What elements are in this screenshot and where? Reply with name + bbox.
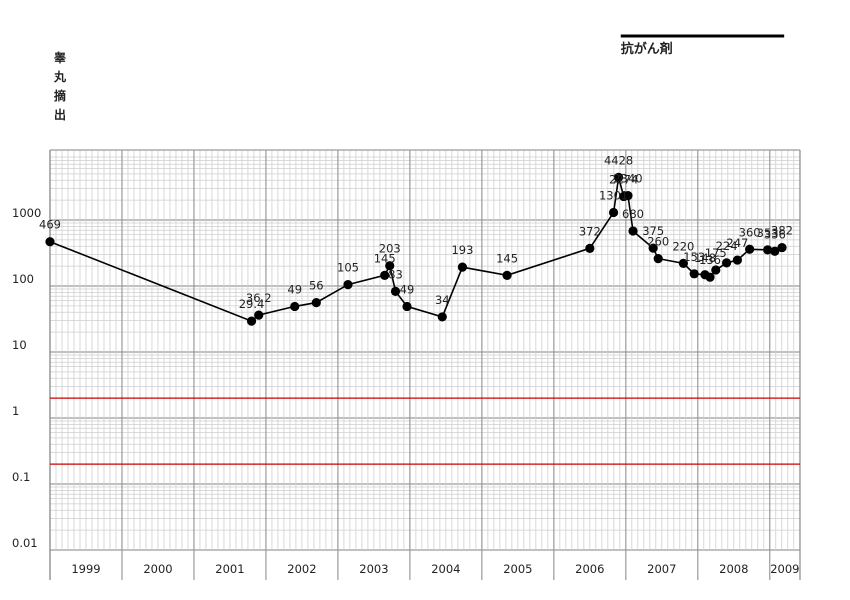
data-point	[678, 258, 688, 269]
data-label: 29.4	[239, 297, 265, 311]
data-point	[311, 298, 321, 308]
data-label: 260	[647, 235, 669, 249]
data-point	[777, 242, 787, 253]
data-label: 469	[39, 218, 61, 232]
data-label: 336	[764, 227, 786, 241]
data-point	[343, 280, 353, 290]
data-label: 2340	[613, 172, 642, 186]
x-year-label: 2000	[143, 562, 172, 576]
data-point	[380, 270, 390, 280]
data-point	[402, 301, 412, 312]
x-year-label: 2006	[575, 562, 604, 576]
y-tick-label: 10	[12, 338, 27, 352]
data-label: 203	[379, 242, 401, 256]
data-label: 4428	[604, 153, 633, 167]
y-tick-label: 1000	[12, 206, 41, 220]
data-point	[705, 272, 715, 282]
data-point	[745, 244, 755, 254]
data-label: 36.2	[246, 291, 272, 305]
data-point	[614, 172, 624, 182]
data-point	[502, 270, 512, 280]
data-label: 1301	[599, 188, 628, 202]
data-label: 136	[699, 253, 721, 267]
data-label: 105	[337, 261, 359, 275]
treatment-annotation: 抗がん剤	[620, 34, 785, 57]
x-year-label: 2005	[503, 562, 532, 576]
data-point	[623, 191, 633, 201]
y-axis-title-char: 出	[54, 107, 66, 122]
data-point	[763, 245, 773, 255]
data-points	[45, 172, 787, 326]
treatment-label: 抗がん剤	[621, 41, 673, 57]
x-year-label: 2001	[215, 562, 244, 576]
data-label: 175	[705, 246, 727, 260]
data-point	[457, 262, 468, 272]
x-year-label: 2007	[647, 562, 676, 576]
data-point	[290, 301, 300, 312]
x-year-label: 2003	[359, 562, 388, 576]
y-tick-label: 0.1	[12, 470, 30, 484]
data-point	[437, 312, 447, 322]
x-year-label: 2004	[431, 562, 460, 576]
data-point	[689, 269, 699, 279]
data-point	[711, 265, 721, 275]
y-axis-title-char: 睾	[54, 50, 66, 65]
x-year-label: 2002	[287, 562, 316, 576]
data-label: 224	[716, 239, 738, 253]
y-tick-label: 1	[12, 404, 19, 418]
reference-lines	[50, 397, 800, 465]
data-point	[732, 255, 742, 265]
y-axis-title-char: 丸	[53, 69, 67, 84]
data-label: 193	[451, 243, 473, 257]
data-point	[721, 258, 732, 268]
data-point	[648, 243, 658, 253]
y-tick-label: 0.01	[12, 536, 38, 550]
x-year-label: 2008	[719, 562, 748, 576]
data-point	[653, 254, 663, 264]
data-point	[390, 286, 401, 296]
data-label: 34	[435, 293, 450, 307]
data-point	[385, 261, 395, 271]
data-label: 49	[400, 282, 415, 296]
data-point	[628, 226, 638, 236]
data-label: 49	[287, 282, 302, 296]
x-year-label: 1999	[71, 562, 100, 576]
chart-grid	[49, 149, 801, 580]
data-label: 372	[579, 224, 601, 238]
data-point	[608, 207, 619, 218]
data-label: 353	[757, 226, 779, 240]
data-label: 83	[388, 267, 403, 281]
data-label: 148	[694, 251, 716, 265]
y-axis: 1000 100 10 1 0.1 0.01	[12, 206, 41, 550]
x-year-label: 2009	[770, 562, 799, 576]
data-label: 153	[683, 250, 705, 264]
y-axis-title-char: 摘	[54, 88, 66, 103]
data-label: 680	[622, 207, 644, 221]
y-tick-label: 100	[12, 272, 34, 286]
data-label: 145	[496, 251, 518, 265]
data-label: 360	[739, 225, 761, 239]
data-label: 145	[374, 251, 396, 265]
data-point	[45, 237, 55, 247]
data-label: 56	[309, 279, 324, 293]
data-point	[254, 310, 264, 320]
data-point	[585, 243, 595, 253]
data-label: 375	[642, 224, 664, 238]
data-label: 247	[726, 236, 748, 250]
x-axis: 1999 2000 2001 2002 2003 2004 2005 2006 2007 2008…	[71, 562, 799, 576]
data-label: 220	[672, 239, 694, 253]
data-point	[246, 316, 257, 326]
data-label: 2274	[609, 172, 638, 186]
data-label: 382	[771, 224, 793, 238]
data-point	[770, 246, 780, 256]
